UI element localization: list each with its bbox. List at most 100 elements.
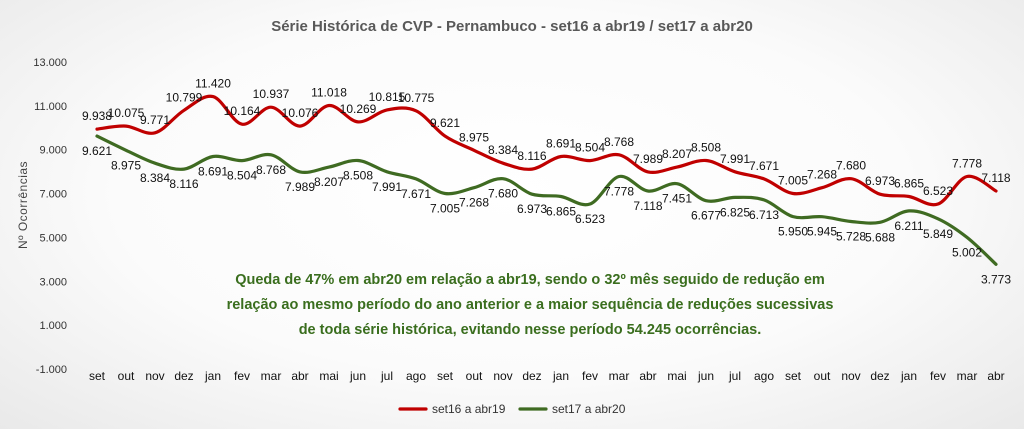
x-tick-label: out (814, 369, 831, 383)
legend-label: set17 a abr20 (552, 402, 626, 416)
data-label: 11.018 (311, 85, 347, 99)
x-tick-label: nov (493, 369, 512, 383)
y-tick-label: 1.000 (39, 320, 67, 332)
y-tick-label: 3.000 (39, 276, 67, 288)
x-tick-label: jan (204, 369, 221, 383)
series-lines (95, 94, 998, 266)
x-tick-label: set (437, 369, 454, 383)
data-label: 10.164 (224, 104, 261, 118)
x-tick-label: dez (174, 369, 193, 383)
x-tick-label: jan (900, 369, 917, 383)
data-label: 7.989 (285, 180, 315, 194)
x-tick-label: jul (380, 369, 393, 383)
data-label: 7.991 (720, 152, 750, 166)
y-axis-ticks: -1.000 1.000 3.000 5.000 7.000 9.000 11.000 13.… (33, 57, 67, 376)
series-line-set17-abr20 (95, 134, 998, 266)
data-label: 7.005 (430, 201, 460, 215)
x-axis-ticks: set out nov dez jan fev mar abr mai jun jul ago set o… (89, 369, 1005, 383)
data-label: 6.865 (546, 205, 576, 219)
data-label: 6.865 (894, 177, 924, 191)
x-tick-label: jun (349, 369, 366, 383)
y-tick-label: 7.000 (39, 189, 67, 201)
data-label: 5.002 (952, 245, 982, 259)
x-tick-label: dez (870, 369, 889, 383)
x-tick-label: set (89, 369, 106, 383)
data-label: 6.973 (865, 174, 895, 188)
data-label: 7.005 (778, 173, 808, 187)
x-tick-label: dez (522, 369, 541, 383)
x-tick-label: abr (987, 369, 1004, 383)
data-label: 8.768 (256, 163, 286, 177)
data-label: 7.680 (488, 187, 518, 201)
data-label: 8.975 (459, 130, 489, 144)
data-label: 5.728 (836, 229, 866, 243)
chart-title: Série Histórica de CVP - Pernambuco - se… (271, 18, 753, 35)
data-label: 11.420 (195, 77, 231, 91)
data-label: 10.269 (340, 102, 377, 116)
data-label: 7.989 (633, 152, 663, 166)
data-label: 6.523 (923, 184, 953, 198)
data-label: 8.691 (198, 164, 228, 178)
x-tick-label: set (785, 369, 802, 383)
legend: set16 a abr19 set17 a abr20 (398, 402, 626, 416)
data-label: 8.768 (604, 135, 634, 149)
data-label: 8.207 (314, 175, 344, 189)
data-label: 7.778 (952, 157, 982, 171)
data-label: 8.384 (488, 143, 518, 157)
data-label: 3.773 (981, 272, 1011, 286)
data-label: 7.680 (836, 159, 866, 173)
data-label: 6.973 (517, 202, 547, 216)
y-tick-label: 13.000 (33, 57, 67, 69)
data-label: 6.825 (720, 205, 750, 219)
x-tick-label: mar (261, 369, 282, 383)
data-label: 8.116 (169, 177, 198, 191)
data-label: 8.504 (575, 141, 605, 155)
x-tick-label: nov (145, 369, 164, 383)
data-label: 9.771 (140, 113, 170, 127)
x-tick-label: out (466, 369, 483, 383)
data-label: 7.268 (459, 196, 489, 210)
x-tick-label: abr (291, 369, 308, 383)
x-tick-label: out (118, 369, 135, 383)
data-label: 7.991 (372, 180, 402, 194)
x-tick-label: mai (667, 369, 686, 383)
data-label: 8.504 (227, 169, 257, 183)
data-label: 10.775 (398, 91, 435, 105)
data-label: 7.118 (981, 171, 1010, 185)
data-label: 10.799 (166, 90, 203, 104)
data-label: 7.778 (604, 185, 634, 199)
y-tick-label: -1.000 (36, 364, 67, 376)
x-tick-label: jun (697, 369, 714, 383)
x-tick-label: nov (841, 369, 860, 383)
data-label: 5.950 (778, 225, 808, 239)
data-label: 9.621 (430, 116, 460, 130)
legend-label: set16 a abr19 (432, 402, 506, 416)
data-label: 6.677 (691, 209, 721, 223)
data-label: 8.384 (140, 171, 170, 185)
x-tick-label: ago (754, 369, 774, 383)
data-label: 7.118 (633, 199, 662, 213)
data-label: 9.938 (82, 109, 112, 123)
chart-annotation: Queda de 47% em abr20 em relação a abr19… (226, 272, 834, 338)
data-label: 6.523 (575, 212, 605, 226)
data-label: 6.713 (749, 208, 779, 222)
y-tick-label: 9.000 (39, 145, 67, 157)
data-label: 10.937 (253, 87, 290, 101)
data-label: 10.075 (108, 106, 145, 120)
data-label: 8.975 (111, 158, 141, 172)
x-tick-label: abr (639, 369, 656, 383)
x-tick-label: ago (406, 369, 426, 383)
x-tick-label: mar (957, 369, 978, 383)
x-tick-label: fev (930, 369, 946, 383)
data-label: 8.207 (662, 147, 692, 161)
data-label: 10.815 (369, 90, 406, 104)
x-tick-label: fev (582, 369, 598, 383)
y-tick-label: 11.000 (34, 101, 67, 113)
data-label: 7.268 (807, 168, 837, 182)
data-label: 5.849 (923, 227, 953, 241)
y-tick-label: 5.000 (39, 232, 67, 244)
data-label: 10.076 (282, 106, 319, 120)
data-label: 7.451 (662, 192, 692, 206)
